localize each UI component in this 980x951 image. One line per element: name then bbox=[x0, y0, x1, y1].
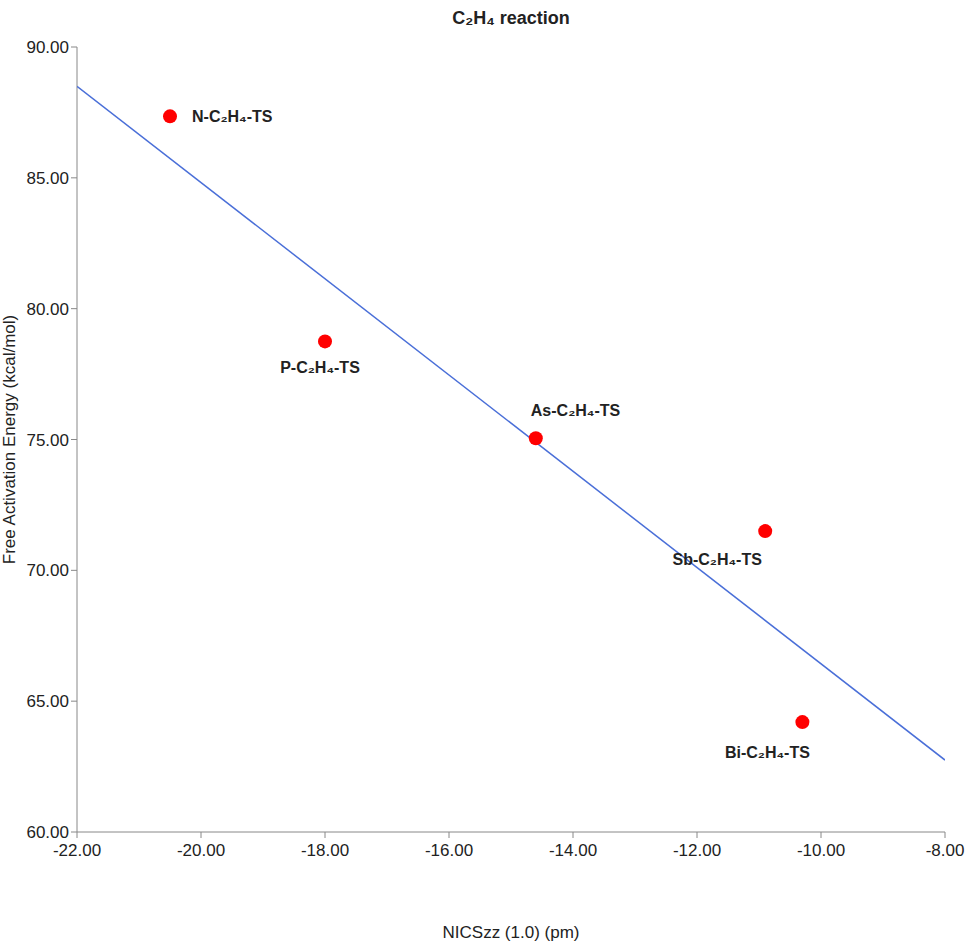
svg-text:85.00: 85.00 bbox=[26, 169, 69, 188]
svg-text:70.00: 70.00 bbox=[26, 561, 69, 580]
html-text:C₂H₄ reaction: C₂H₄ reaction bbox=[452, 8, 570, 28]
svg-text:-12.00: -12.00 bbox=[673, 841, 721, 860]
svg-text:NICSzz (1.0) (pm): NICSzz (1.0) (pm) bbox=[443, 923, 580, 942]
svg-text:-16.00: -16.00 bbox=[425, 841, 473, 860]
svg-text:80.00: 80.00 bbox=[26, 300, 69, 319]
svg-text:N-C₂H₄-TS: N-C₂H₄-TS bbox=[192, 108, 273, 125]
svg-text:60.00: 60.00 bbox=[26, 823, 69, 842]
svg-text:-10.00: -10.00 bbox=[797, 841, 845, 860]
svg-text:-8.00: -8.00 bbox=[926, 841, 965, 860]
svg-text:65.00: 65.00 bbox=[26, 692, 69, 711]
svg-text:-14.00: -14.00 bbox=[549, 841, 597, 860]
svg-text:75.00: 75.00 bbox=[26, 431, 69, 450]
svg-text:Bi-C₂H₄-TS: Bi-C₂H₄-TS bbox=[725, 744, 810, 761]
svg-text:Free Activation Energy (kcal/m: Free Activation Energy (kcal/mol) bbox=[8, 315, 19, 564]
svg-text:P-C₂H₄-TS: P-C₂H₄-TS bbox=[280, 359, 360, 376]
svg-text:-22.00: -22.00 bbox=[53, 841, 101, 860]
svg-text:As-C₂H₄-TS: As-C₂H₄-TS bbox=[531, 402, 621, 419]
svg-text:Sb-C₂H₄-TS: Sb-C₂H₄-TS bbox=[673, 551, 763, 568]
svg-text:-20.00: -20.00 bbox=[177, 841, 225, 860]
svg-text:90.00: 90.00 bbox=[26, 38, 69, 57]
svg-text:-18.00: -18.00 bbox=[301, 841, 349, 860]
